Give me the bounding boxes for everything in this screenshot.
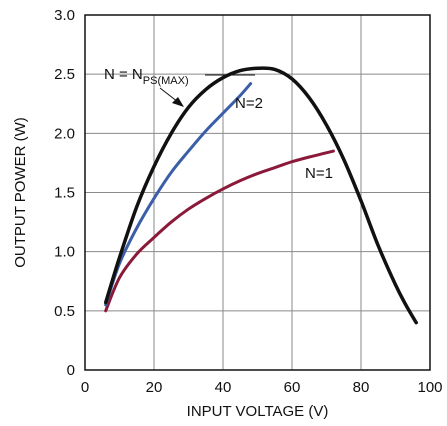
x-tick-label: 60 — [284, 379, 301, 396]
label-leader-arrow-nmax — [159, 87, 179, 103]
series-label-n1: N=1 — [305, 165, 333, 182]
y-tick-label: 0.5 — [54, 303, 75, 320]
x-tick-label: 20 — [146, 379, 163, 396]
y-tick-label: 2.0 — [54, 125, 75, 142]
y-tick-label: 3.0 — [54, 7, 75, 24]
arrowhead-nmax — [172, 97, 184, 107]
series-label-nmax-sub: PS(MAX) — [143, 75, 189, 87]
y-tick-label: 1.5 — [54, 185, 75, 202]
x-tick-label: 100 — [417, 379, 442, 396]
series-annotations: N = NPS(MAX) N=2 N=1 — [104, 66, 333, 182]
plot-border — [84, 14, 431, 371]
series-line-n2 — [104, 82, 253, 307]
y-tick-label: 0 — [67, 362, 75, 379]
y-tick-label: 2.5 — [54, 66, 75, 83]
tick-labels: 0 20 40 60 80 100 0 0.5 1.0 1.5 2.0 2.5 3.0 — [54, 7, 442, 396]
series-line-n1 — [104, 149, 335, 313]
series-label-nmax-main: N = N — [104, 66, 143, 83]
x-axis-title: INPUT VOLTAGE (V) — [187, 403, 329, 420]
x-tick-label: 0 — [81, 379, 89, 396]
y-axis-title: OUTPUT POWER (W) — [12, 117, 29, 268]
x-tick-label: 80 — [353, 379, 370, 396]
plot-frame — [84, 14, 431, 371]
series-label-n2: N=2 — [235, 95, 263, 112]
series-line-nmax — [103, 66, 418, 325]
x-tick-label: 40 — [215, 379, 232, 396]
y-tick-label: 1.0 — [54, 244, 75, 261]
series-lines — [103, 66, 418, 325]
series-label-nmax: N = NPS(MAX) — [104, 66, 189, 87]
